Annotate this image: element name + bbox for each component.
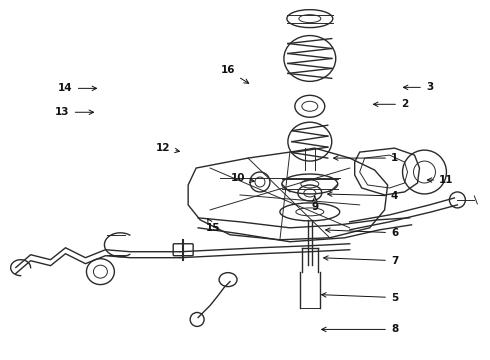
- Text: 7: 7: [324, 256, 398, 266]
- Text: 5: 5: [321, 293, 398, 302]
- Text: 1: 1: [334, 153, 398, 163]
- Text: 10: 10: [231, 173, 254, 183]
- Text: 11: 11: [427, 175, 454, 185]
- Text: 13: 13: [55, 107, 94, 117]
- Text: 8: 8: [321, 324, 398, 334]
- Text: 4: 4: [328, 191, 398, 201]
- Text: 16: 16: [221, 66, 249, 83]
- Text: 14: 14: [58, 84, 97, 93]
- Text: 2: 2: [373, 99, 408, 109]
- Text: 9: 9: [311, 196, 318, 212]
- Text: 12: 12: [156, 143, 179, 153]
- Text: 3: 3: [403, 82, 433, 93]
- Text: 15: 15: [206, 219, 220, 233]
- Text: 6: 6: [326, 228, 398, 238]
